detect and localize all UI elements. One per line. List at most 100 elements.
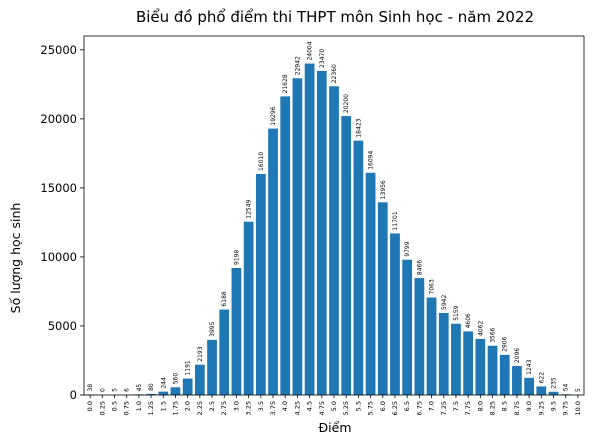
x-tick-label: 7.25 [440, 401, 448, 415]
data-label: 19296 [270, 106, 277, 125]
bar [512, 366, 522, 395]
x-tick-label: 3.5 [257, 401, 265, 411]
bar [377, 202, 388, 395]
data-label: 13956 [380, 180, 387, 199]
y-tick-label: 5000 [48, 319, 77, 333]
bar [487, 345, 498, 395]
data-label: 9799 [404, 241, 411, 256]
bar [194, 364, 205, 395]
bar [463, 331, 474, 395]
bar [182, 378, 193, 395]
data-label: 1191 [185, 360, 192, 375]
data-label: 8466 [416, 260, 423, 275]
data-label: 235 [551, 377, 558, 389]
data-label: 23470 [319, 49, 326, 68]
x-tick-label: 7.0 [428, 401, 436, 411]
x-tick-label: 9.0 [525, 401, 533, 411]
x-tick-label: 5.75 [367, 401, 375, 415]
data-label: 6 [124, 388, 131, 392]
data-label: 2193 [197, 346, 204, 361]
x-tick-label: 8.75 [513, 401, 521, 415]
data-label: 21628 [282, 74, 289, 93]
y-tick-label: 10000 [40, 250, 77, 264]
x-tick-label: 3.25 [245, 401, 253, 415]
x-tick-label: 0.5 [110, 401, 118, 411]
bar [316, 70, 327, 395]
data-label: 22360 [331, 64, 338, 83]
axes-frame [83, 35, 585, 396]
x-tick-label: 10.0 [574, 401, 582, 415]
bar [255, 173, 266, 395]
x-tick-label: 6.5 [403, 401, 411, 411]
bar [475, 338, 486, 395]
data-label: 45 [136, 384, 143, 392]
bar [292, 78, 303, 395]
bar [158, 391, 169, 395]
bar [390, 233, 400, 395]
data-label: 16094 [368, 151, 375, 170]
data-label: 6188 [221, 291, 228, 306]
x-tick-label: 4.75 [318, 401, 326, 415]
bar [365, 172, 376, 395]
data-label: 4062 [477, 320, 484, 335]
x-tick-label: 1.5 [159, 401, 167, 411]
bar [207, 339, 217, 395]
data-label: 9198 [233, 250, 240, 265]
bar [524, 377, 534, 395]
bar [426, 297, 437, 395]
data-label: 22942 [294, 56, 301, 75]
plot-area: 38 0.0 0 0.25 5 0.5 6 0.75 45 1.0 80 1.25 244 1.5 560 1… [40, 35, 585, 415]
x-tick-label: 9.75 [562, 401, 570, 415]
x-tick-label: 0.0 [86, 401, 94, 411]
x-tick-label: 2.5 [208, 401, 216, 411]
bar [499, 354, 510, 395]
data-label: 622 [538, 372, 545, 384]
data-label: 4606 [465, 313, 472, 328]
data-label: 5 [575, 388, 582, 392]
data-label: 244 [160, 377, 167, 389]
x-tick-label: 3.0 [232, 401, 240, 411]
x-tick-label: 8.0 [476, 401, 484, 411]
data-label: 12549 [246, 199, 253, 218]
x-tick-label: 0.25 [98, 401, 106, 415]
y-tick-label: 25000 [40, 43, 77, 57]
x-tick-label: 5.5 [354, 401, 362, 411]
data-label: 2096 [514, 348, 521, 363]
data-label: 7063 [429, 279, 436, 294]
x-tick-label: 7.5 [452, 401, 460, 411]
data-label: 560 [172, 373, 179, 385]
x-tick-label: 6.0 [379, 401, 387, 411]
bar [268, 128, 278, 395]
data-label: 20200 [343, 94, 350, 113]
x-tick-label: 8.25 [489, 401, 497, 415]
bar [451, 323, 461, 395]
x-tick-label: 4.0 [281, 401, 289, 411]
bar [548, 391, 559, 395]
bar [414, 278, 425, 395]
x-tick-label: 1.75 [171, 401, 179, 415]
bar [231, 267, 242, 395]
x-axis-label: Điểm [318, 420, 351, 435]
data-label: 18423 [355, 118, 362, 137]
x-tick-label: 5.25 [342, 401, 350, 415]
y-tick-label: 0 [70, 388, 77, 402]
x-tick-label: 9.5 [550, 401, 558, 411]
bar [438, 312, 449, 395]
x-tick-label: 6.75 [415, 401, 423, 415]
x-tick-label: 1.0 [135, 401, 143, 411]
bar [341, 116, 352, 395]
data-label: 16010 [258, 152, 265, 171]
bar [402, 259, 413, 395]
data-label: 0 [99, 388, 106, 392]
x-tick-label: 2.0 [184, 401, 192, 411]
x-tick-label: 7.75 [464, 401, 472, 415]
data-label: 1243 [526, 359, 533, 374]
x-tick-label: 2.75 [220, 401, 228, 415]
bar [329, 86, 339, 395]
data-label: 5942 [441, 295, 448, 310]
bar [304, 63, 315, 396]
data-label: 5 [111, 388, 118, 392]
bar [146, 393, 156, 395]
x-tick-label: 1.25 [147, 401, 155, 415]
